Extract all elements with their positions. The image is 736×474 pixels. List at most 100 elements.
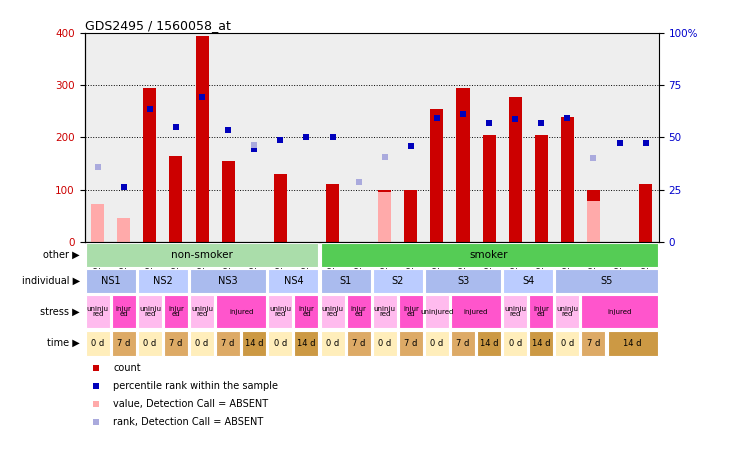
Bar xyxy=(509,97,522,242)
Text: smoker: smoker xyxy=(470,250,509,260)
Text: time ▶: time ▶ xyxy=(47,338,80,348)
Bar xyxy=(425,269,501,293)
Text: uninju
red: uninju red xyxy=(504,306,526,318)
Bar xyxy=(529,295,553,328)
Text: uninju
red: uninju red xyxy=(556,306,578,318)
Text: 7 d: 7 d xyxy=(352,339,365,347)
Bar xyxy=(91,204,105,242)
Bar xyxy=(529,330,553,356)
Text: injured: injured xyxy=(229,309,253,315)
Bar xyxy=(372,295,397,328)
Bar xyxy=(561,117,574,242)
Bar xyxy=(190,269,266,293)
Text: 7 d: 7 d xyxy=(117,339,130,347)
Bar xyxy=(425,330,449,356)
Text: GDS2495 / 1560058_at: GDS2495 / 1560058_at xyxy=(85,19,230,32)
Text: injured: injured xyxy=(464,309,488,315)
Text: individual ▶: individual ▶ xyxy=(22,276,80,286)
Text: S1: S1 xyxy=(339,276,352,286)
Bar xyxy=(321,295,344,328)
Bar xyxy=(581,330,606,356)
Bar xyxy=(503,330,527,356)
Text: value, Detection Call = ABSENT: value, Detection Call = ABSENT xyxy=(113,399,269,409)
Bar xyxy=(378,190,392,242)
Bar xyxy=(608,330,658,356)
Bar xyxy=(216,295,266,328)
Bar xyxy=(451,330,475,356)
Text: uninjured: uninjured xyxy=(420,309,453,315)
Bar xyxy=(477,330,501,356)
Text: 0 d: 0 d xyxy=(326,339,339,347)
Bar xyxy=(164,330,188,356)
Bar xyxy=(274,174,287,242)
Text: uninju
red: uninju red xyxy=(269,306,291,318)
Text: count: count xyxy=(113,363,141,373)
Bar xyxy=(556,269,658,293)
Bar xyxy=(372,330,397,356)
Text: other ▶: other ▶ xyxy=(43,250,80,260)
Text: uninju
red: uninju red xyxy=(374,306,396,318)
Bar xyxy=(269,330,292,356)
Bar xyxy=(431,109,443,242)
Text: uninju
red: uninju red xyxy=(191,306,213,318)
Bar xyxy=(169,155,183,242)
Bar xyxy=(222,161,235,242)
Text: uninju
red: uninju red xyxy=(322,306,344,318)
Bar xyxy=(138,295,162,328)
Bar xyxy=(196,36,208,242)
Text: 14 d: 14 d xyxy=(623,339,642,347)
Bar xyxy=(269,269,319,293)
Text: 14 d: 14 d xyxy=(480,339,498,347)
Text: S2: S2 xyxy=(392,276,404,286)
Bar xyxy=(503,295,527,328)
Bar xyxy=(294,330,319,356)
Text: injur
ed: injur ed xyxy=(116,306,132,318)
Bar xyxy=(321,269,371,293)
Bar xyxy=(85,295,110,328)
Text: 0 d: 0 d xyxy=(378,339,392,347)
Text: 7 d: 7 d xyxy=(456,339,470,347)
Bar xyxy=(581,295,658,328)
Bar xyxy=(85,330,110,356)
Text: 0 d: 0 d xyxy=(196,339,209,347)
Text: uninju
red: uninju red xyxy=(139,306,161,318)
Bar xyxy=(269,295,292,328)
Bar xyxy=(456,88,470,242)
Bar xyxy=(138,269,188,293)
Text: 14 d: 14 d xyxy=(297,339,316,347)
Text: injur
ed: injur ed xyxy=(168,306,184,318)
Text: 14 d: 14 d xyxy=(532,339,551,347)
Bar xyxy=(112,295,135,328)
Text: 7 d: 7 d xyxy=(404,339,417,347)
Text: S3: S3 xyxy=(457,276,469,286)
Bar xyxy=(85,243,319,267)
Bar xyxy=(451,295,501,328)
Text: 7 d: 7 d xyxy=(222,339,235,347)
Bar xyxy=(404,190,417,242)
Text: 7 d: 7 d xyxy=(169,339,183,347)
Text: percentile rank within the sample: percentile rank within the sample xyxy=(113,381,278,391)
Text: injur
ed: injur ed xyxy=(403,306,419,318)
Bar xyxy=(321,330,344,356)
Bar xyxy=(326,184,339,242)
Bar xyxy=(164,295,188,328)
Bar xyxy=(587,190,600,242)
Text: 0 d: 0 d xyxy=(431,339,444,347)
Text: injur
ed: injur ed xyxy=(350,306,367,318)
Text: NS2: NS2 xyxy=(153,276,173,286)
Text: 0 d: 0 d xyxy=(91,339,105,347)
Bar xyxy=(535,135,548,242)
Bar xyxy=(639,184,652,242)
Text: rank, Detection Call = ABSENT: rank, Detection Call = ABSENT xyxy=(113,417,263,427)
Bar xyxy=(144,88,156,242)
Text: NS1: NS1 xyxy=(101,276,121,286)
Bar xyxy=(190,330,214,356)
Text: injur
ed: injur ed xyxy=(299,306,314,318)
Bar xyxy=(190,295,214,328)
Text: NS4: NS4 xyxy=(283,276,303,286)
Bar xyxy=(378,192,392,242)
Bar xyxy=(425,295,449,328)
Text: 0 d: 0 d xyxy=(509,339,522,347)
Text: injured: injured xyxy=(607,309,631,315)
Bar xyxy=(587,201,600,242)
